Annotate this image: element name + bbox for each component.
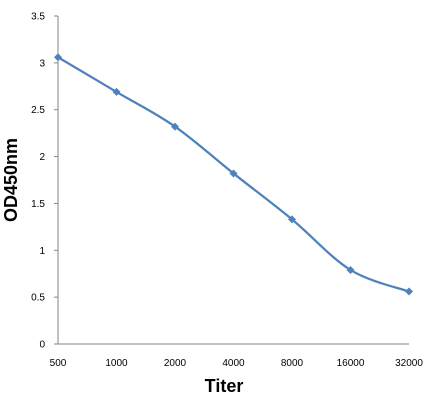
x-tick-label: 16000 <box>337 358 365 369</box>
x-axis-title: Titer <box>205 376 244 396</box>
data-point-marker <box>54 53 62 62</box>
y-tick-label: 0.5 <box>31 293 45 304</box>
x-tick-label: 4000 <box>222 358 245 369</box>
y-tick-label: 1 <box>39 246 45 257</box>
x-tick-labels: 500 1000 2000 4000 8000 16000 32000 <box>50 358 424 369</box>
y-axis-title: OD450nm <box>1 138 21 222</box>
data-point-marker <box>346 265 355 274</box>
x-tick-label: 8000 <box>281 358 304 369</box>
x-tick-label: 1000 <box>105 358 128 369</box>
x-tick-label: 32000 <box>395 358 423 369</box>
y-tick-label: 1.5 <box>31 199 45 210</box>
data-point-marker <box>288 215 296 224</box>
data-point-marker <box>171 122 179 131</box>
y-tick-label: 0 <box>39 340 45 351</box>
y-tick-label: 2.5 <box>31 105 45 116</box>
data-point-marker <box>112 87 121 96</box>
y-tick-labels: 0 0.5 1 1.5 2 2.5 3 3.5 <box>31 12 58 351</box>
x-tick-label: 500 <box>50 358 67 369</box>
x-tick-label: 2000 <box>164 358 187 369</box>
data-point-marker <box>405 287 413 296</box>
y-tick-label: 3.5 <box>31 12 45 23</box>
y-tick-label: 3 <box>39 58 45 69</box>
data-markers <box>54 53 413 296</box>
data-point-marker <box>229 169 238 178</box>
y-tick-label: 2 <box>39 152 45 163</box>
